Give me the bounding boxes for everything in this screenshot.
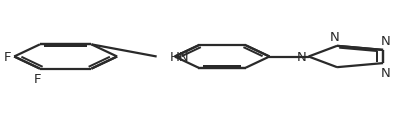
Text: F: F (3, 51, 11, 63)
Text: N: N (330, 31, 340, 44)
Text: N: N (297, 51, 307, 63)
Text: N: N (380, 35, 390, 48)
Text: HN: HN (170, 51, 190, 63)
Text: F: F (34, 72, 42, 85)
Text: N: N (380, 66, 390, 79)
